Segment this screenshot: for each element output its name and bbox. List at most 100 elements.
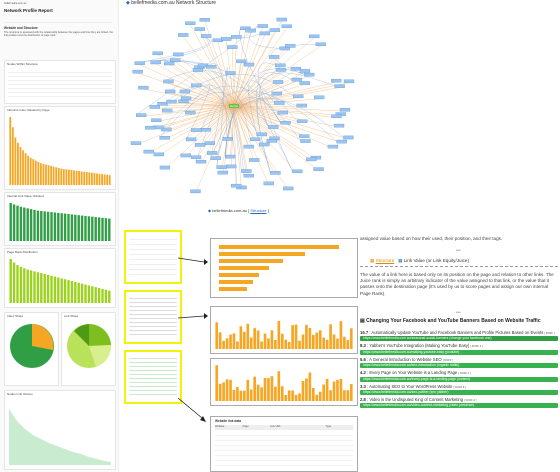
network-node[interactable] bbox=[132, 69, 143, 74]
network-node[interactable] bbox=[280, 120, 291, 125]
network-node[interactable] bbox=[195, 159, 207, 164]
item-url-button[interactable]: https://www.bellefmedia.com.au/video-con… bbox=[360, 403, 558, 409]
network-node[interactable] bbox=[275, 63, 286, 68]
network-node[interactable] bbox=[292, 169, 303, 174]
network-node[interactable] bbox=[333, 123, 345, 128]
structure-link[interactable]: Structure bbox=[375, 258, 395, 263]
network-node[interactable] bbox=[293, 94, 304, 99]
network-node[interactable] bbox=[275, 68, 287, 72]
network-node[interactable] bbox=[343, 79, 355, 84]
network-node[interactable] bbox=[336, 139, 347, 144]
item-url-button[interactable]: https://www.bellefmedia.com.au/seo-intro… bbox=[360, 363, 558, 369]
network-node[interactable] bbox=[200, 128, 212, 132]
network-node[interactable] bbox=[243, 62, 255, 67]
network-node[interactable] bbox=[130, 141, 142, 145]
link-value-link[interactable]: Link Value (or Link Equity/Juice) bbox=[403, 258, 470, 263]
network-node[interactable] bbox=[162, 108, 173, 113]
network-graph[interactable]: Home bbox=[122, 8, 356, 204]
network-node[interactable] bbox=[249, 137, 261, 142]
network-node[interactable] bbox=[268, 55, 280, 59]
network-node[interactable] bbox=[163, 79, 174, 84]
network-node[interactable] bbox=[315, 42, 326, 47]
network-node[interactable] bbox=[145, 125, 156, 130]
network-node[interactable] bbox=[194, 27, 205, 31]
network-node[interactable] bbox=[206, 64, 217, 69]
network-node[interactable] bbox=[290, 67, 302, 71]
network-node[interactable] bbox=[150, 60, 161, 65]
network-node[interactable] bbox=[199, 18, 210, 22]
network-node[interactable] bbox=[217, 170, 228, 175]
item-url-button[interactable]: https://www.bellefmedia.com.au/making-yo… bbox=[360, 349, 558, 355]
dashboard-tabs[interactable] bbox=[4, 16, 112, 23]
network-node[interactable] bbox=[283, 186, 294, 191]
network-node[interactable] bbox=[185, 21, 196, 25]
network-node[interactable] bbox=[230, 183, 242, 188]
network-node[interactable] bbox=[240, 26, 251, 31]
network-node[interactable] bbox=[291, 77, 302, 82]
network-node[interactable] bbox=[222, 137, 233, 141]
network-node[interactable] bbox=[225, 164, 237, 169]
network-node[interactable] bbox=[299, 69, 311, 73]
network-node[interactable] bbox=[231, 35, 242, 39]
network-node[interactable] bbox=[276, 17, 287, 22]
network-node[interactable] bbox=[270, 171, 281, 175]
network-node[interactable] bbox=[149, 105, 160, 109]
network-node[interactable] bbox=[268, 125, 279, 129]
network-node[interactable] bbox=[241, 169, 252, 173]
network-node[interactable] bbox=[152, 51, 163, 56]
network-node[interactable] bbox=[245, 28, 256, 33]
network-node[interactable] bbox=[331, 78, 342, 83]
dashboard-breadcrumb[interactable]: bellefmedia.com.au bbox=[4, 2, 27, 5]
caption-structure-link[interactable]: Structure bbox=[250, 208, 267, 213]
network-node[interactable] bbox=[327, 144, 339, 149]
network-node[interactable] bbox=[206, 151, 218, 155]
network-node[interactable] bbox=[157, 102, 168, 106]
network-node[interactable] bbox=[266, 139, 278, 143]
network-node[interactable] bbox=[178, 99, 189, 104]
network-node[interactable] bbox=[225, 71, 236, 75]
network-node[interactable] bbox=[164, 89, 176, 94]
network-node[interactable] bbox=[153, 152, 165, 157]
network-node[interactable] bbox=[274, 101, 285, 105]
network-node[interactable] bbox=[236, 59, 247, 64]
network-node[interactable] bbox=[297, 119, 308, 124]
network-node[interactable] bbox=[299, 81, 310, 85]
network-node[interactable] bbox=[216, 165, 227, 169]
shot-ranking-bars[interactable] bbox=[210, 238, 358, 298]
network-node[interactable] bbox=[164, 61, 175, 66]
network-node[interactable] bbox=[256, 132, 267, 137]
thumb-bar-chart-small[interactable] bbox=[124, 230, 182, 284]
thumb-text-small[interactable] bbox=[124, 290, 182, 344]
network-node[interactable] bbox=[173, 52, 184, 57]
network-node[interactable] bbox=[277, 110, 288, 115]
network-node[interactable] bbox=[331, 114, 342, 119]
network-node[interactable] bbox=[334, 84, 345, 88]
network-node[interactable] bbox=[138, 85, 149, 90]
network-node[interactable] bbox=[179, 89, 191, 94]
network-node[interactable] bbox=[306, 157, 317, 162]
network-node[interactable] bbox=[300, 139, 311, 143]
network-node[interactable] bbox=[166, 99, 177, 104]
network-node[interactable] bbox=[296, 103, 307, 108]
thumb-table-small[interactable] bbox=[124, 350, 182, 404]
network-node[interactable] bbox=[243, 144, 254, 149]
network-node[interactable] bbox=[180, 153, 191, 158]
network-node[interactable] bbox=[339, 108, 351, 112]
network-home-node[interactable] bbox=[229, 104, 239, 108]
network-node[interactable] bbox=[285, 44, 296, 48]
network-node[interactable] bbox=[204, 141, 215, 145]
network-node[interactable] bbox=[272, 80, 284, 84]
network-node[interactable] bbox=[343, 135, 354, 140]
network-node[interactable] bbox=[314, 95, 325, 100]
network-node[interactable] bbox=[151, 118, 162, 122]
network-node[interactable] bbox=[263, 181, 274, 186]
item-url-button[interactable]: https://www.bellefmedia.com.au/seo-yabbe… bbox=[360, 390, 558, 396]
network-node[interactable] bbox=[185, 137, 197, 142]
network-node[interactable] bbox=[257, 24, 268, 28]
network-node[interactable] bbox=[194, 143, 206, 147]
item-url-button[interactable]: https://www.bellefmedia.com.au/seasonal-… bbox=[360, 336, 558, 342]
network-node[interactable] bbox=[143, 149, 154, 154]
network-node[interactable] bbox=[178, 33, 189, 37]
network-node[interactable] bbox=[309, 34, 320, 39]
network-node[interactable] bbox=[136, 113, 147, 117]
